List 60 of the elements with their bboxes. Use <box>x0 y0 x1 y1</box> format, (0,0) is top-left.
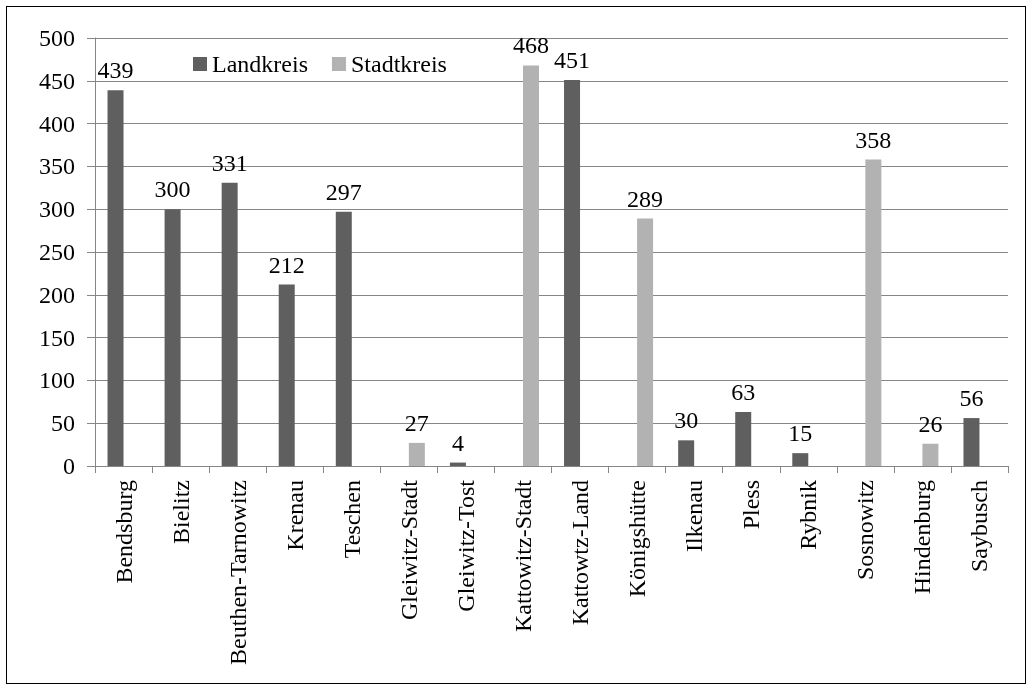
bar <box>164 209 181 466</box>
data-label: 297 <box>325 178 362 205</box>
data-label: 451 <box>554 46 591 73</box>
data-label: 212 <box>268 251 305 278</box>
y-tick-label: 200 <box>39 281 75 308</box>
bar <box>865 159 882 466</box>
x-tick-label: Königshütte <box>624 480 651 598</box>
data-label: 468 <box>512 32 549 59</box>
y-tick-label: 400 <box>39 110 75 137</box>
y-tick-label: 500 <box>39 25 75 51</box>
data-label: 4 <box>451 429 464 456</box>
data-label: 27 <box>404 409 429 436</box>
bar <box>107 90 124 466</box>
bar <box>922 443 939 466</box>
data-label: 15 <box>788 420 813 447</box>
y-tick-label: 50 <box>51 410 75 437</box>
data-label: 439 <box>97 57 134 84</box>
x-tick-label: Beuthen-Tarnowitz <box>224 480 251 665</box>
x-tick-label: Gleiwitz-Tost <box>452 479 479 612</box>
bar <box>335 211 352 466</box>
y-tick-label: 350 <box>39 153 75 180</box>
data-label: 30 <box>674 407 699 434</box>
x-tick-label: Pless <box>738 480 765 530</box>
bar <box>792 453 809 466</box>
bar <box>678 440 695 466</box>
data-label: 358 <box>855 126 892 153</box>
data-label: 26 <box>918 410 943 437</box>
y-tick-label: 450 <box>39 67 75 94</box>
data-label: 56 <box>959 385 984 412</box>
data-label: 63 <box>731 379 756 406</box>
x-tick-label: Saybusch <box>966 480 993 572</box>
bar <box>963 418 980 466</box>
legend-label: Stadtkreis <box>350 51 447 77</box>
bar <box>278 284 295 466</box>
data-label: 289 <box>627 185 664 212</box>
bar <box>735 412 752 466</box>
y-tick-label: 150 <box>39 324 75 351</box>
x-tick-label: Sosnowitz <box>852 480 879 581</box>
x-tick-label: Krenau <box>281 480 308 551</box>
y-tick-label: 0 <box>63 453 75 479</box>
bar <box>408 442 425 466</box>
bar <box>221 182 238 466</box>
data-label: 300 <box>154 176 191 203</box>
y-tick-label: 250 <box>39 239 75 265</box>
x-tick-label: Bendsburg <box>110 480 137 584</box>
y-tick-label: 300 <box>39 196 75 223</box>
x-tick-label: Hindenburg <box>909 480 936 595</box>
y-tick-label: 100 <box>39 367 75 394</box>
x-tick-label: Kattowitz-Stadt <box>509 479 536 632</box>
bar <box>564 79 581 466</box>
bar <box>522 65 539 466</box>
x-tick-label: Ilkenau <box>681 480 708 552</box>
x-tick-label: Bielitz <box>167 480 194 544</box>
x-tick-label: Teschen <box>338 480 365 559</box>
legend-label: Landkreis <box>212 51 308 77</box>
x-tick-label: Rybnik <box>795 480 822 550</box>
bar <box>637 218 654 466</box>
data-label: 331 <box>211 149 248 176</box>
x-tick-label: Gleiwitz-Stadt <box>395 479 422 620</box>
x-tick-label: Kattowtz-Land <box>567 480 594 626</box>
